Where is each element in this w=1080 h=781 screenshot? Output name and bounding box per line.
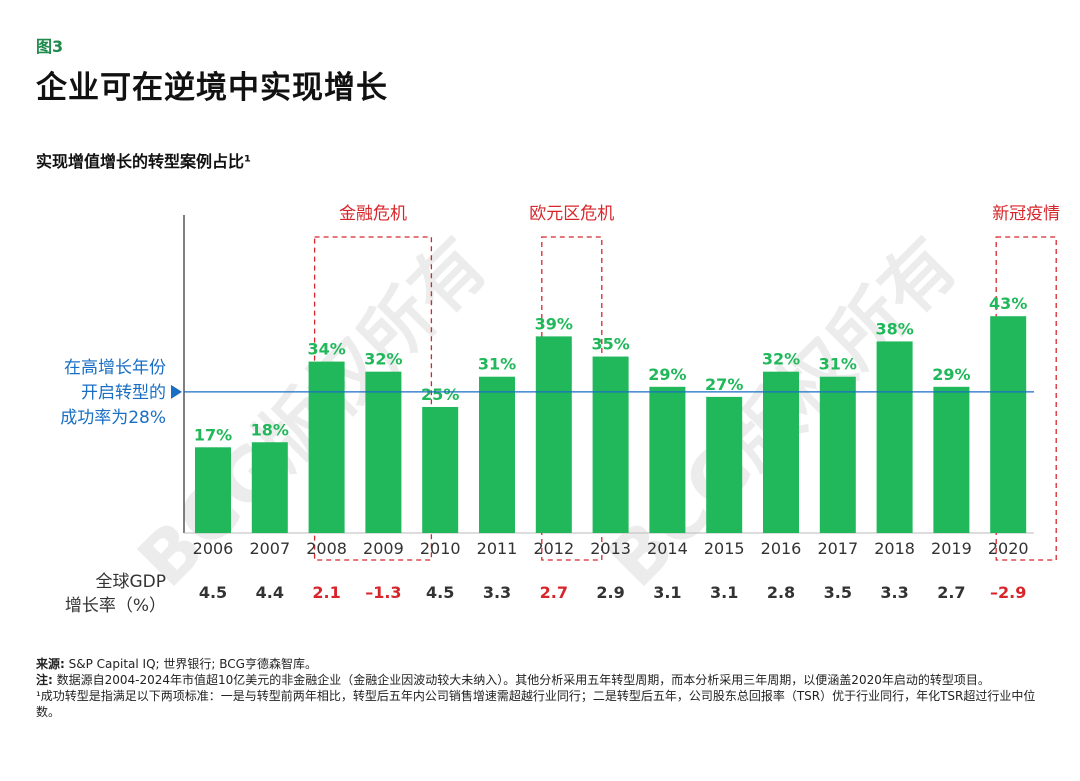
crisis-label: 欧元区危机 (529, 204, 614, 224)
gdp-value: 3.1 (710, 583, 738, 602)
bar (195, 447, 231, 533)
data-label: 32% (762, 350, 800, 369)
gdp-value: 4.5 (199, 583, 227, 602)
gdp-row-label: 增长率（%） (65, 596, 166, 616)
gdp-value: –1.3 (365, 583, 401, 602)
bar (365, 371, 402, 533)
bar (763, 371, 799, 533)
gdp-value: 4.5 (426, 583, 454, 602)
data-label: 38% (875, 319, 913, 338)
gdp-value: 3.3 (880, 583, 908, 602)
method-note: 注: 数据源自2004-2024年市值超10亿美元的非金融企业（金融企业因波动较… (36, 672, 1046, 688)
data-label: 31% (819, 355, 857, 374)
x-tick-label: 2016 (761, 539, 802, 558)
data-label: 31% (478, 355, 516, 374)
x-tick-label: 2011 (477, 539, 518, 558)
bar (649, 386, 686, 533)
note-text: 数据源自2004-2024年市值超10亿美元的非金融企业（金融企业因波动较大未纳… (52, 673, 990, 687)
data-label: 29% (932, 365, 970, 384)
note-label: 注: (36, 673, 53, 687)
x-tick-label: 2014 (647, 539, 688, 558)
bar-chart: BCG版权所有BCG版权所有金融危机欧元区危机新冠疫情17%20064.518%… (60, 204, 1060, 616)
data-label: 27% (705, 375, 743, 394)
reference-arrow-icon (171, 384, 182, 399)
data-label: 17% (194, 425, 232, 444)
data-label: 18% (251, 420, 289, 439)
source-text: S&P Capital IQ; 世界银行; BCG亨德森智库。 (64, 657, 317, 671)
gdp-value: 3.1 (653, 583, 681, 602)
x-tick-label: 2007 (249, 539, 290, 558)
reference-label: 在高增长年份 (64, 358, 166, 378)
source-label: 来源: (36, 657, 65, 671)
source-note: 来源: S&P Capital IQ; 世界银行; BCG亨德森智库。 (36, 656, 1046, 672)
gdp-row-label: 全球GDP (95, 572, 166, 592)
bar (422, 406, 459, 533)
gdp-value: 3.3 (483, 583, 511, 602)
x-tick-label: 2015 (704, 539, 745, 558)
gdp-value: 2.9 (596, 583, 624, 602)
gdp-value: 3.5 (824, 583, 852, 602)
x-tick-label: 2008 (306, 539, 347, 558)
x-tick-label: 2017 (817, 539, 858, 558)
chart-title: 企业可在逆境中实现增长 (36, 70, 388, 106)
gdp-value: 4.4 (256, 583, 284, 602)
bar (592, 356, 629, 533)
crisis-box (313, 236, 433, 561)
data-label: 34% (307, 340, 345, 359)
bar (933, 386, 970, 533)
bar (251, 442, 288, 533)
x-tick-label: 2020 (988, 539, 1029, 558)
bar (819, 376, 856, 533)
data-label: 25% (421, 385, 459, 404)
crisis-label: 新冠疫情 (992, 204, 1060, 224)
x-tick-label: 2010 (420, 539, 461, 558)
data-label: 43% (989, 294, 1027, 313)
reference-label: 开启转型的 (81, 383, 166, 403)
bar (990, 316, 1027, 533)
figure-label: 图3 (36, 37, 64, 56)
x-tick-label: 2013 (590, 539, 631, 558)
gdp-value: 2.1 (312, 583, 340, 602)
bar (308, 361, 345, 533)
x-tick-label: 2019 (931, 539, 972, 558)
bar (876, 341, 913, 533)
data-label: 39% (535, 314, 573, 333)
footnote: ¹成功转型是指满足以下两项标准：一是与转型前两年相比，转型后五年内公司销售增速需… (36, 689, 1036, 719)
data-label: 32% (364, 350, 402, 369)
bar (479, 376, 515, 533)
chart-subtitle: 实现增值增长的转型案例占比¹ (36, 152, 252, 171)
x-tick-label: 2009 (363, 539, 404, 558)
gdp-value: 2.7 (937, 583, 965, 602)
x-tick-label: 2006 (193, 539, 234, 558)
data-label: 35% (591, 335, 629, 354)
reference-label: 成功率为28% (60, 408, 166, 428)
data-label: 29% (648, 365, 686, 384)
crisis-label: 金融危机 (339, 204, 407, 224)
gdp-value: –2.9 (990, 583, 1026, 602)
gdp-value: 2.8 (767, 583, 795, 602)
gdp-value: 2.7 (540, 583, 568, 602)
bar (535, 336, 572, 533)
x-tick-label: 2018 (874, 539, 915, 558)
bar (706, 396, 743, 533)
x-tick-label: 2012 (533, 539, 574, 558)
notes-block: 来源: S&P Capital IQ; 世界银行; BCG亨德森智库。 注: 数… (36, 656, 1046, 720)
